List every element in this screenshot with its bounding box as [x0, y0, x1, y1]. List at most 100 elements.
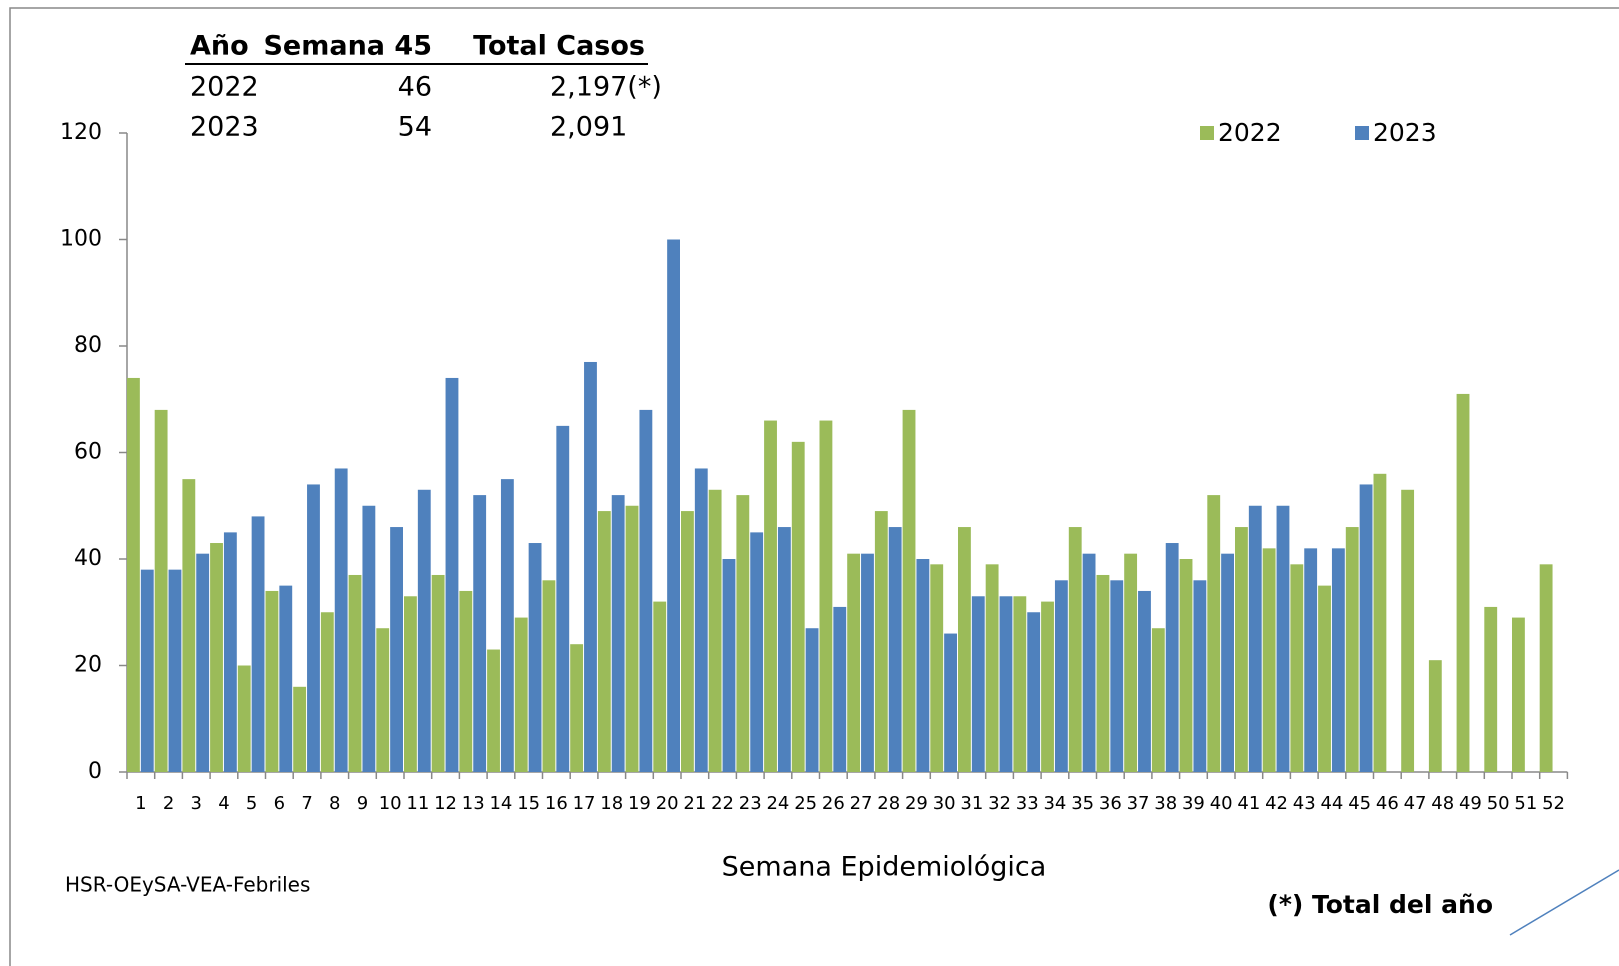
table-header: Semana 45 [263, 31, 432, 62]
bar [348, 574, 362, 772]
bar [985, 564, 999, 772]
bar [1290, 564, 1304, 772]
bar [556, 425, 570, 772]
bar [874, 511, 888, 772]
bar [722, 559, 736, 772]
bar [390, 527, 403, 772]
bar [1456, 393, 1470, 772]
bar [639, 409, 653, 772]
bar [1013, 596, 1027, 772]
bar [1318, 585, 1331, 772]
bar [1248, 505, 1262, 772]
bar [196, 553, 210, 772]
bar [971, 596, 985, 772]
x-tick-label: 25 [794, 793, 817, 814]
x-tick-label: 26 [822, 793, 845, 814]
x-tick-label: 40 [1210, 793, 1233, 814]
bar [1207, 495, 1221, 772]
x-tick-label: 27 [850, 793, 873, 814]
x-tick-label: 52 [1542, 793, 1565, 814]
bar [653, 601, 667, 772]
y-tick-label: 60 [74, 440, 102, 465]
bar [210, 543, 223, 772]
bar [861, 553, 874, 772]
x-axis-title: Semana Epidemiológica [722, 852, 1047, 883]
x-tick-label: 14 [489, 793, 512, 814]
bar [1096, 574, 1110, 772]
bar [1512, 617, 1525, 772]
bar [265, 590, 279, 772]
bar [584, 361, 597, 772]
x-tick-label: 48 [1431, 793, 1454, 814]
y-tick-label: 0 [88, 759, 102, 784]
bar [708, 489, 722, 772]
bar [1054, 580, 1068, 772]
bar [376, 628, 390, 772]
bar [750, 532, 764, 772]
x-tick-label: 13 [462, 793, 485, 814]
x-tick-label: 51 [1514, 793, 1537, 814]
x-tick-label: 7 [301, 793, 312, 814]
x-tick-label: 1 [135, 793, 146, 814]
bar [1138, 590, 1151, 772]
table-cell: 2,197(*) [550, 72, 662, 103]
bar [736, 495, 750, 772]
bar [1331, 548, 1345, 772]
bar [127, 377, 140, 772]
x-tick-label: 33 [1016, 793, 1039, 814]
bar [777, 527, 791, 772]
x-tick-label: 50 [1487, 793, 1510, 814]
bar [819, 420, 833, 772]
x-tick-label: 49 [1459, 793, 1482, 814]
legend-label: 2022 [1218, 118, 1282, 147]
table-cell: 46 [398, 72, 432, 103]
bar [570, 644, 584, 772]
x-tick-label: 31 [960, 793, 983, 814]
x-tick-label: 23 [739, 793, 762, 814]
x-tick-label: 32 [988, 793, 1011, 814]
x-tick-label: 46 [1376, 793, 1399, 814]
bar [459, 590, 473, 772]
x-tick-label: 35 [1071, 793, 1094, 814]
bar [404, 596, 417, 772]
bar [223, 532, 237, 772]
bar [237, 665, 251, 772]
table-header: Total Casos [473, 31, 645, 62]
bar [1484, 606, 1498, 772]
bar [847, 553, 861, 772]
bar [694, 468, 708, 772]
x-tick-label: 42 [1265, 793, 1288, 814]
bar [597, 511, 611, 772]
bar [1179, 559, 1193, 772]
bar [1124, 553, 1138, 772]
x-tick-label: 16 [545, 793, 568, 814]
bar [514, 617, 528, 772]
bar [667, 239, 680, 772]
bar [625, 505, 639, 772]
x-tick-label: 6 [274, 793, 285, 814]
x-tick-label: 36 [1099, 793, 1122, 814]
bar [1235, 527, 1248, 772]
x-tick-label: 4 [218, 793, 229, 814]
frame [9, 7, 1619, 966]
x-tick-label: 43 [1293, 793, 1316, 814]
bar [182, 479, 196, 772]
bar [487, 649, 500, 772]
bar [1262, 548, 1276, 772]
x-tick-label: 44 [1320, 793, 1343, 814]
bar [1027, 612, 1041, 772]
x-tick-label: 29 [905, 793, 928, 814]
bar [431, 574, 445, 772]
bar [417, 489, 431, 772]
bar [930, 564, 944, 772]
bar [1345, 527, 1359, 772]
decoration [1509, 869, 1619, 936]
x-tick-label: 24 [766, 793, 789, 814]
bar [542, 580, 556, 772]
bar [1373, 473, 1387, 772]
x-tick-label: 15 [517, 793, 540, 814]
bar [320, 612, 334, 772]
bar [681, 511, 694, 772]
bar [611, 495, 625, 772]
bar [916, 559, 930, 772]
